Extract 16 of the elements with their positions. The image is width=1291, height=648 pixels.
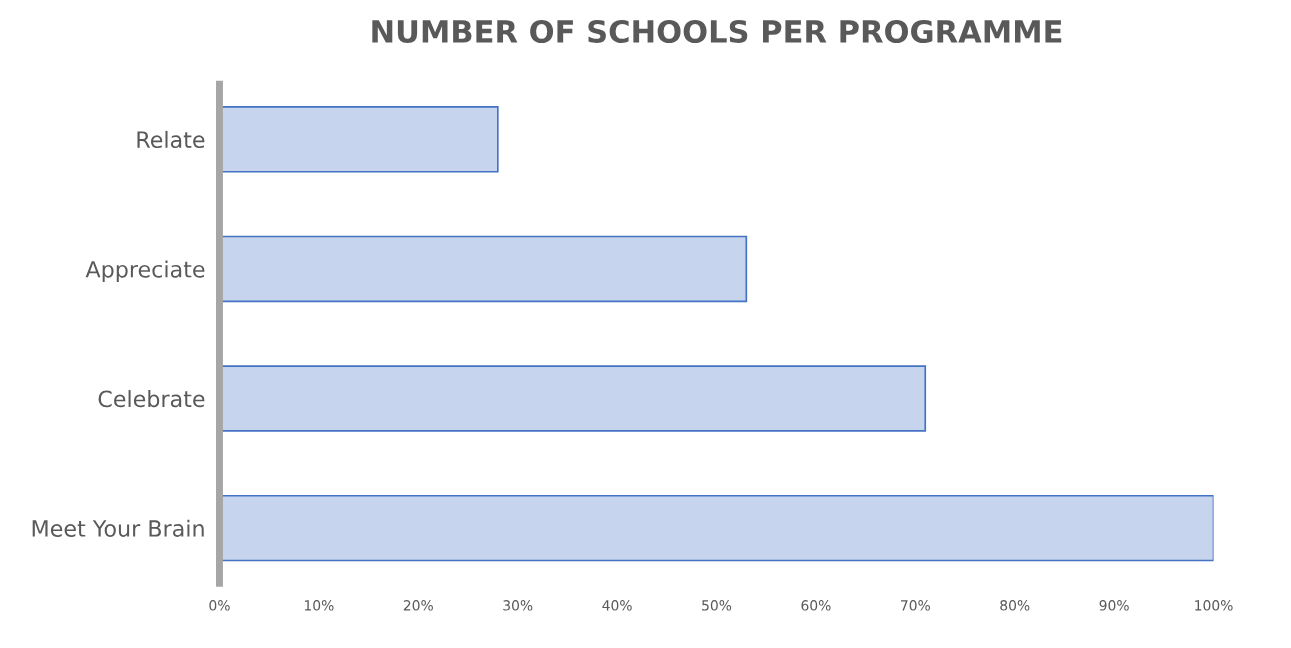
x-tick-label: 90% (1099, 600, 1129, 611)
x-tick-label: 20% (403, 600, 433, 611)
chart-title: NUMBER OF SCHOOLS PER PROGRAMME (372, 19, 1062, 44)
x-tick-label: 60% (801, 600, 831, 611)
x-tick-label: 80% (1000, 600, 1030, 611)
y-tick-label: Meet Your Brain (32, 519, 204, 537)
x-tick-label: 100% (1195, 600, 1233, 611)
x-tick-label: 0% (209, 600, 230, 611)
y-tick-label: Celebrate (98, 390, 205, 408)
x-tick-label: 70% (901, 600, 930, 611)
x-tick-label: 10% (304, 600, 334, 611)
x-tick-label: 50% (702, 600, 732, 611)
x-tick-label: 30% (503, 600, 533, 611)
y-tick-label: Relate (137, 130, 205, 149)
x-tick-label: 40% (602, 600, 632, 611)
y-tick-label: Appreciate (85, 260, 205, 282)
